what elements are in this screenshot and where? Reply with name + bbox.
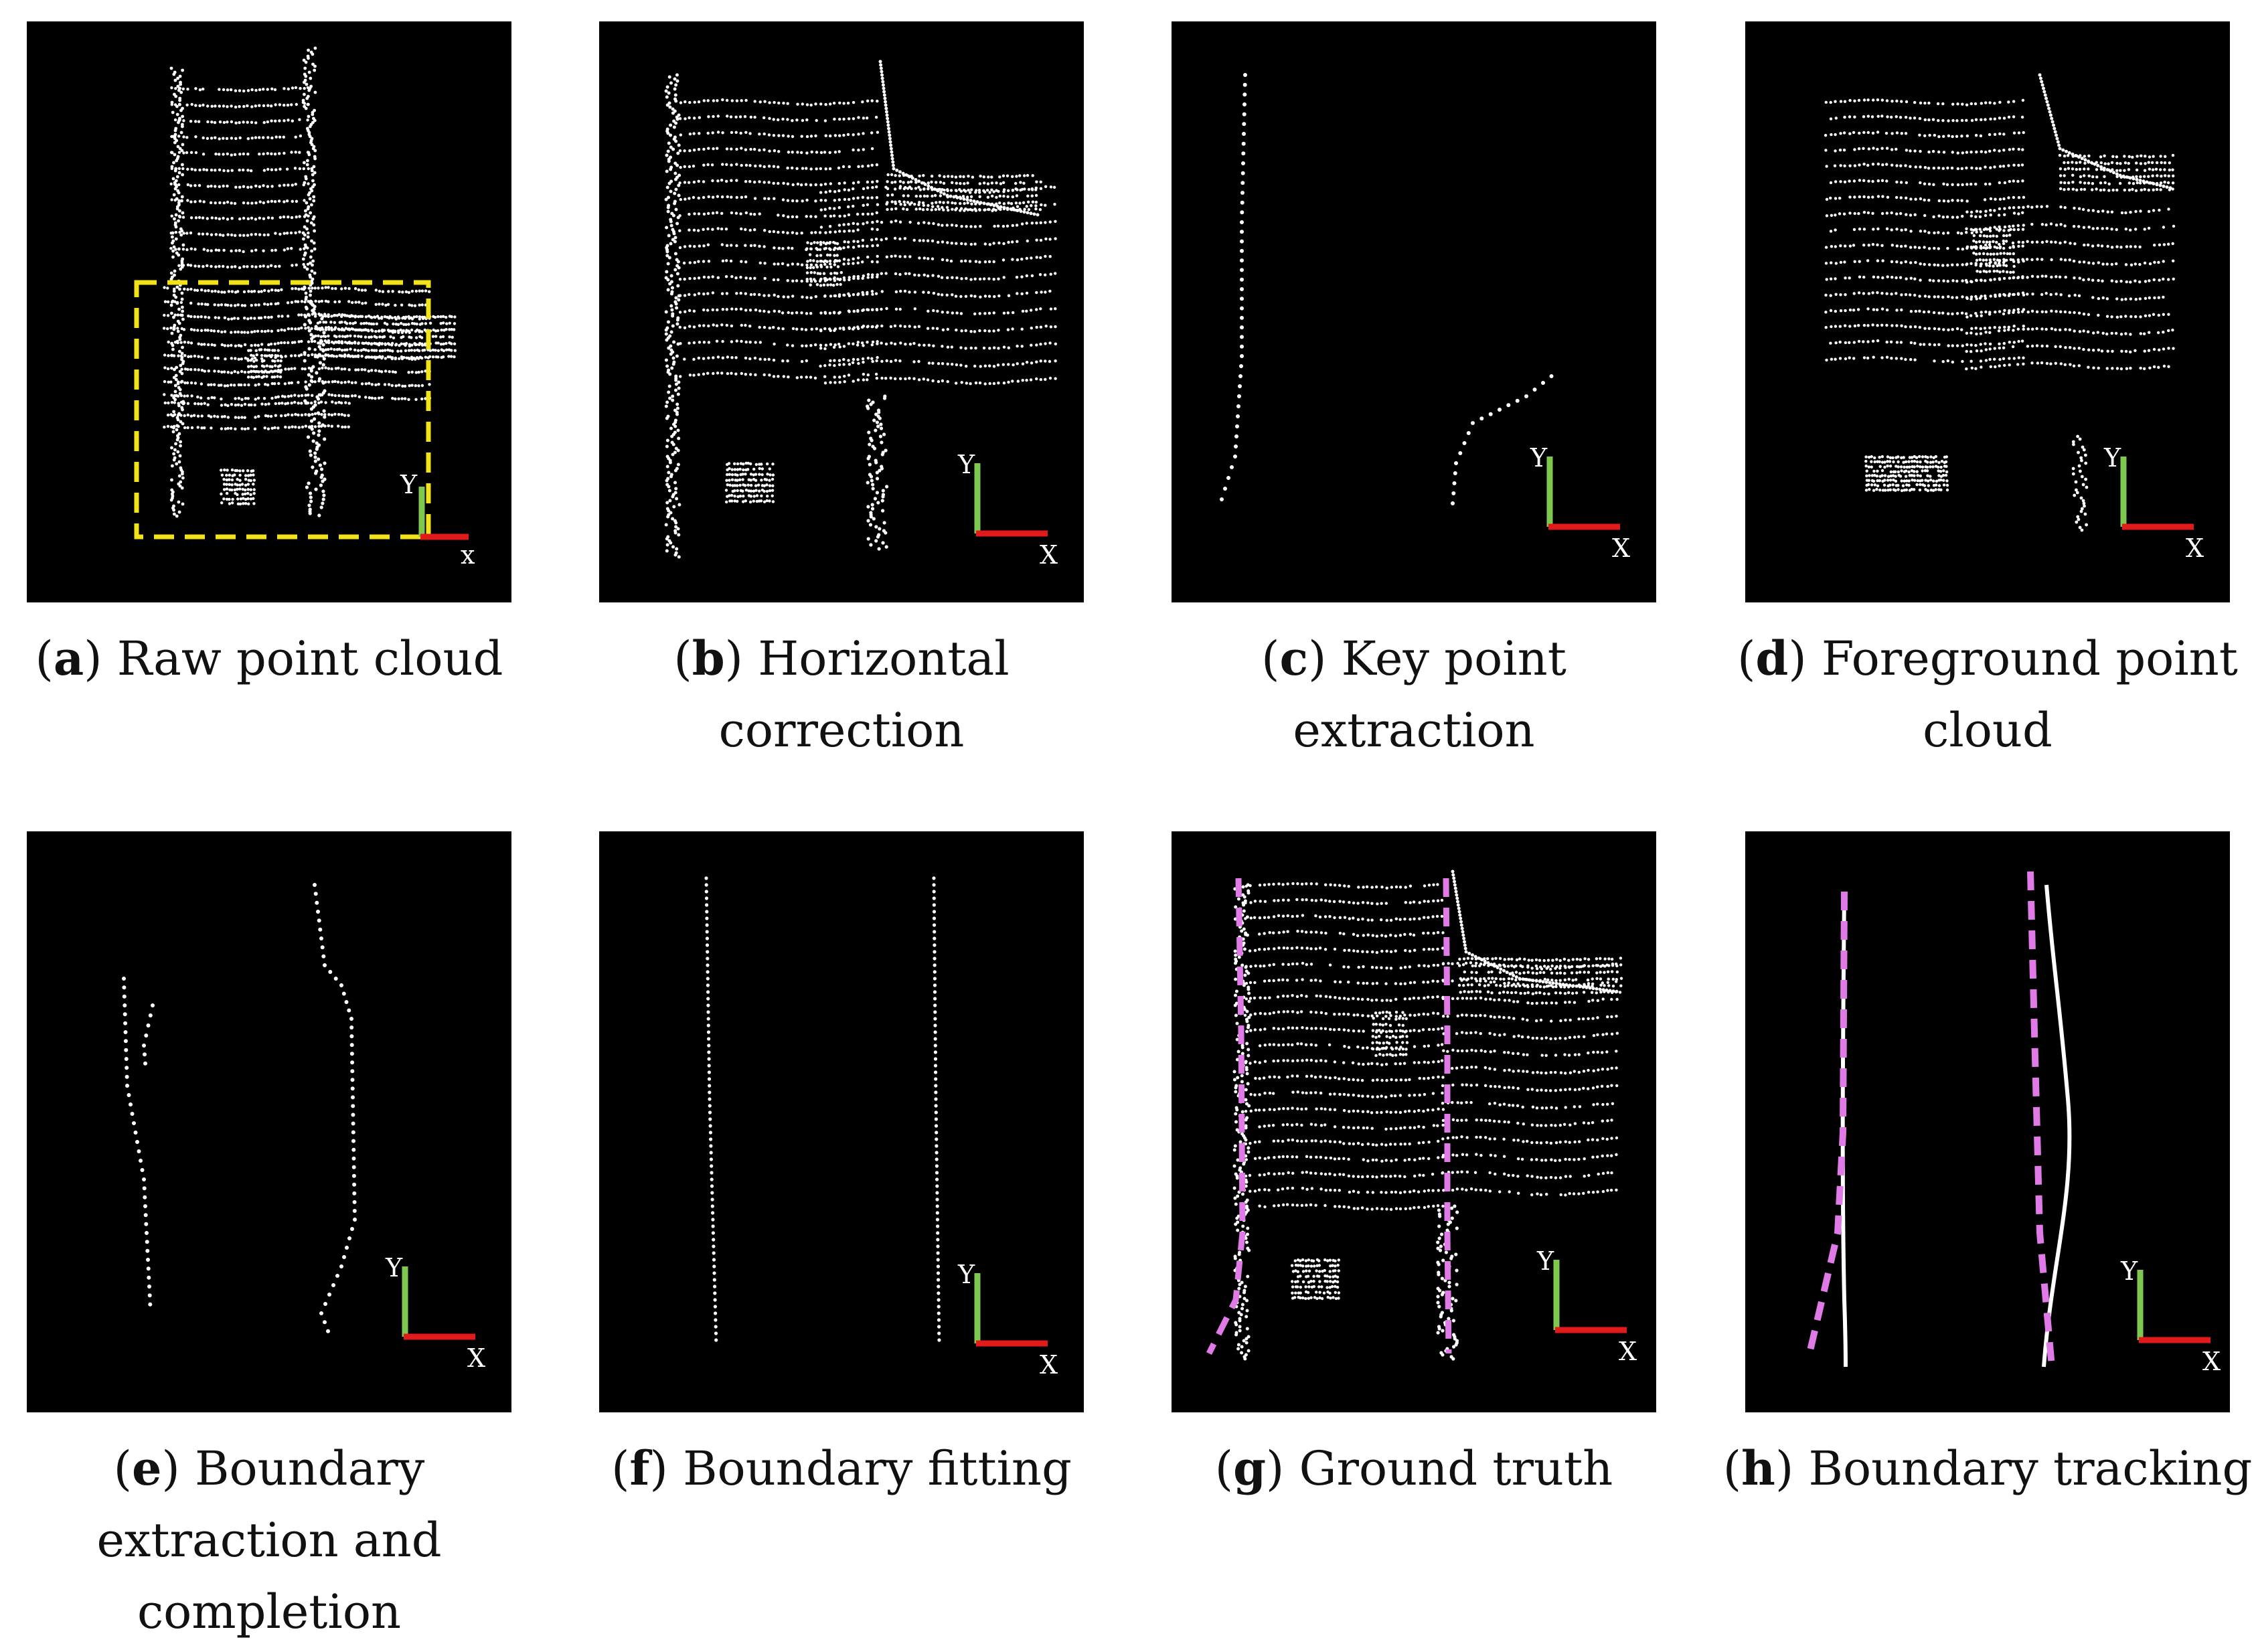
left-boundary-dashed bbox=[1206, 878, 1246, 1355]
right-tracking-solid bbox=[2042, 884, 2072, 1368]
axis-gizmo: Y X bbox=[957, 450, 1058, 570]
y-axis-label: Y bbox=[1536, 1246, 1554, 1276]
right-boundary-dashed bbox=[2027, 871, 2055, 1368]
panel-raw-point-cloud: Y x bbox=[27, 21, 511, 602]
boundary-fitting-image: Y X bbox=[704, 876, 1058, 1380]
caption-h: (h) Boundary tracking bbox=[1722, 1440, 2252, 1496]
axis-gizmo: Y X bbox=[957, 1260, 1058, 1380]
raw-point-cloud-image: Y x bbox=[134, 46, 475, 570]
caption-f: (f) Boundary fitting bbox=[611, 1440, 1072, 1496]
y-axis-label: Y bbox=[400, 470, 418, 499]
left-boundary-dashed bbox=[1806, 891, 1848, 1355]
panel-ground-truth: Y X bbox=[1172, 831, 1656, 1412]
key-point-extraction-image: Y X bbox=[1220, 73, 1630, 563]
y-axis-label: Y bbox=[2103, 443, 2121, 473]
horizontal-correction-image: Y X bbox=[664, 60, 1058, 570]
y-axis-label: Y bbox=[957, 450, 975, 479]
boundary-extraction-image: Y X bbox=[122, 883, 485, 1373]
roi-box bbox=[134, 280, 431, 540]
caption-e: (e) Boundary extraction and completion bbox=[96, 1440, 442, 1639]
panel-boundary-extraction: Y X bbox=[27, 831, 511, 1412]
caption-g: (g) Ground truth bbox=[1214, 1440, 1613, 1496]
x-axis-label: X bbox=[1619, 1337, 1637, 1366]
axis-gizmo: Y X bbox=[1536, 1246, 1637, 1366]
y-axis-label: Y bbox=[385, 1253, 403, 1283]
x-axis-label: X bbox=[2186, 533, 2204, 563]
axis-gizmo: Y X bbox=[385, 1253, 485, 1373]
y-axis-label: Y bbox=[2120, 1256, 2138, 1286]
x-axis-label: X bbox=[2202, 1347, 2221, 1376]
axis-gizmo: Y x bbox=[400, 470, 475, 570]
y-axis-label: Y bbox=[1530, 443, 1548, 473]
panel-horizontal-correction: Y X bbox=[599, 21, 1084, 602]
axis-gizmo: Y X bbox=[2120, 1256, 2221, 1376]
panel-boundary-tracking: Y X bbox=[1745, 831, 2230, 1412]
boundary-tracking-image: Y X bbox=[1806, 871, 2221, 1376]
x-axis-label: X bbox=[1612, 533, 1630, 563]
caption-a: (a) Raw point cloud bbox=[35, 631, 503, 686]
x-axis-label: X bbox=[467, 1343, 485, 1373]
axis-gizmo: Y X bbox=[1530, 443, 1630, 563]
panel-boundary-fitting: Y X bbox=[599, 831, 1084, 1412]
panel-foreground-point-cloud: Y X bbox=[1745, 21, 2230, 602]
axis-gizmo: Y X bbox=[2103, 443, 2204, 563]
caption-d: (d) Foreground point cloud bbox=[1737, 631, 2238, 758]
x-axis-label: X bbox=[1040, 540, 1058, 570]
right-boundary-dashed bbox=[1443, 878, 1452, 1354]
caption-c: (c) Key point extraction bbox=[1261, 631, 1566, 758]
caption-b: (b) Horizontal correction bbox=[673, 631, 1010, 758]
y-axis-label: Y bbox=[957, 1260, 975, 1289]
x-axis-label: X bbox=[1040, 1350, 1058, 1380]
ground-truth-image: Y X bbox=[1206, 870, 1637, 1366]
panel-key-point-extraction: Y X bbox=[1172, 21, 1656, 602]
x-axis-label: x bbox=[461, 540, 475, 570]
foreground-point-cloud-image: Y X bbox=[1824, 73, 2204, 563]
